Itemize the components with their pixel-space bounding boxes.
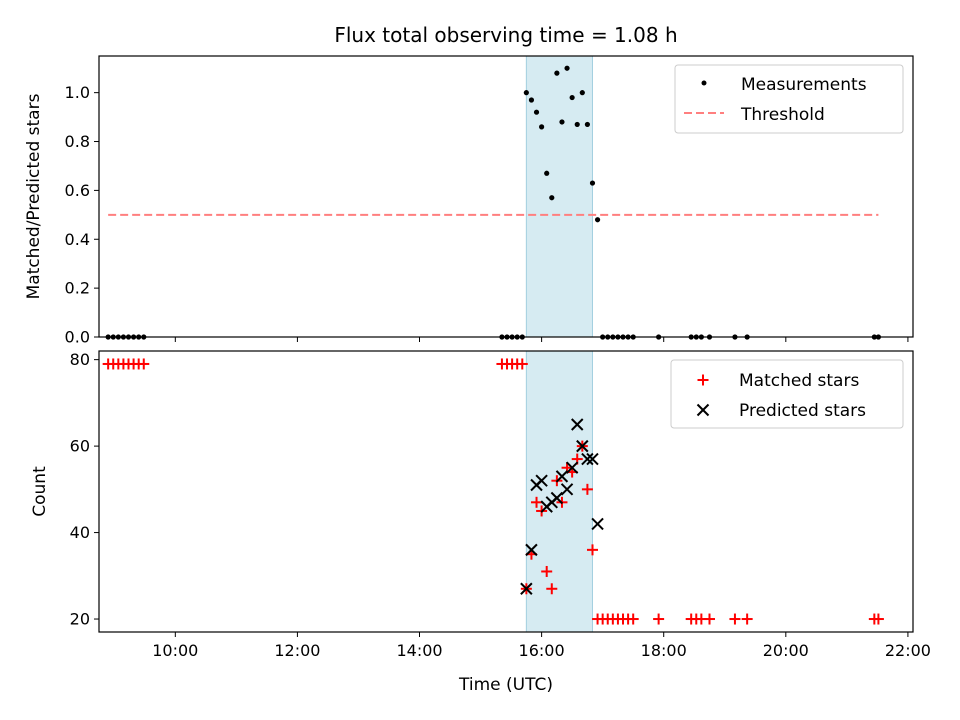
predicted-star-point [525,543,538,557]
predicted-star-point [550,491,564,505]
legend-matched-stars-label: Matched stars [739,371,859,391]
predicted-star-point [586,452,599,466]
measurement-point [579,90,585,96]
legend-predicted-stars-marker [696,403,710,417]
bottom-panel: 20 40 60 80 10:00 12:00 14:00 16:00 18:00 20:00 2… [30,350,931,695]
measurement-point [539,124,545,130]
measurement-point [569,94,575,101]
predicted-star-point [535,474,548,487]
matched-star-point [653,613,665,625]
predicted-star-point [576,439,589,453]
top-y-tick-label: 1.0 [65,83,90,102]
matched-star-point [872,613,884,625]
measurement-point [589,180,596,186]
bottom-y-tick-label: 40 [70,523,90,542]
matched-star-point [138,358,150,370]
x-tick-label: 12:00 [274,641,320,660]
measurement-point [523,90,529,96]
predicted-star-point [565,461,579,474]
measurement-point [594,217,601,223]
x-tick-label: 20:00 [763,641,809,660]
legend-x-glyph [696,403,710,417]
top-y-tick-label: 0.0 [65,328,90,347]
measurement-point [564,65,570,71]
predicted-star-point [520,582,533,595]
bottom-x-ticks: 10:00 12:00 14:00 16:00 18:00 20:00 22:00 [152,632,931,660]
legend-threshold-label: Threshold [740,105,825,125]
legend-plus-glyph [697,374,709,386]
matched-star-point [586,544,598,556]
legend-measurements-label: Measurements [741,75,867,95]
matched-star-point [729,613,741,625]
bottom-y-tick-label: 20 [70,610,90,629]
bottom-y-ticks: 20 40 60 80 [70,350,99,629]
legend-predicted-stars-label: Predicted stars [739,401,866,421]
predicted-star-point [581,452,594,466]
predicted-star-point [571,418,584,431]
matched-star-point [541,565,553,577]
predicted-star-point [555,470,569,483]
chart-title: Flux total observing time = 1.08 h [334,23,677,47]
top-y-tick-label: 0.6 [65,181,90,200]
matched-star-point [516,358,528,370]
top-y-tick-label: 0.2 [65,279,90,298]
predicted-star-point [560,483,574,496]
top-panel: 0.0 0.2 0.4 0.6 0.8 1.0 Flux total observing … [24,23,914,347]
bottom-plot-marks [102,358,884,625]
top-x-ticks [174,337,909,342]
measurement-point [554,70,560,76]
measurement-point [559,119,565,125]
bottom-observing-window-shade [525,350,593,633]
x-tick-label: 22:00 [885,641,931,660]
top-y-tick-label: 0.8 [65,132,90,151]
top-legend: Measurements Threshold [674,64,904,134]
bottom-legend: Matched stars Predicted stars [670,359,904,429]
top-y-tick-label: 0.4 [65,230,90,249]
matched-star-point [627,613,639,625]
x-tick-label: 10:00 [152,641,198,660]
x-tick-label: 18:00 [641,641,687,660]
x-axis-label: Time (UTC) [458,675,553,695]
measurement-point [544,170,550,176]
measurement-point [549,195,555,201]
measurement-point [574,121,580,128]
x-tick-label: 14:00 [396,641,442,660]
top-axes-frame [98,55,914,338]
top-y-ticks: 0.0 0.2 0.4 0.6 0.8 1.0 [65,83,99,347]
legend-measurements-marker [701,80,707,86]
bottom-y-tick-label: 80 [70,350,90,369]
bottom-axes-frame [98,350,914,633]
top-y-axis-label: Matched/Predicted stars [24,93,44,299]
bottom-y-tick-label: 60 [70,437,90,456]
measurement-point [533,109,540,115]
matched-star-point [531,496,543,508]
matched-star-point [704,613,715,625]
matched-star-point [741,613,753,625]
matched-star-point [581,483,593,495]
matched-star-point [546,583,558,595]
measurement-point [528,97,535,103]
top-plot-marks [105,65,882,340]
bottom-y-axis-label: Count [30,466,50,517]
legend-matched-stars-marker [697,374,709,386]
top-legend-box [674,64,904,134]
measurement-point [584,121,591,128]
x-tick-label: 16:00 [519,641,565,660]
predicted-star-point [591,517,604,531]
top-observing-window-shade [525,55,593,338]
bottom-legend-box [670,359,904,429]
